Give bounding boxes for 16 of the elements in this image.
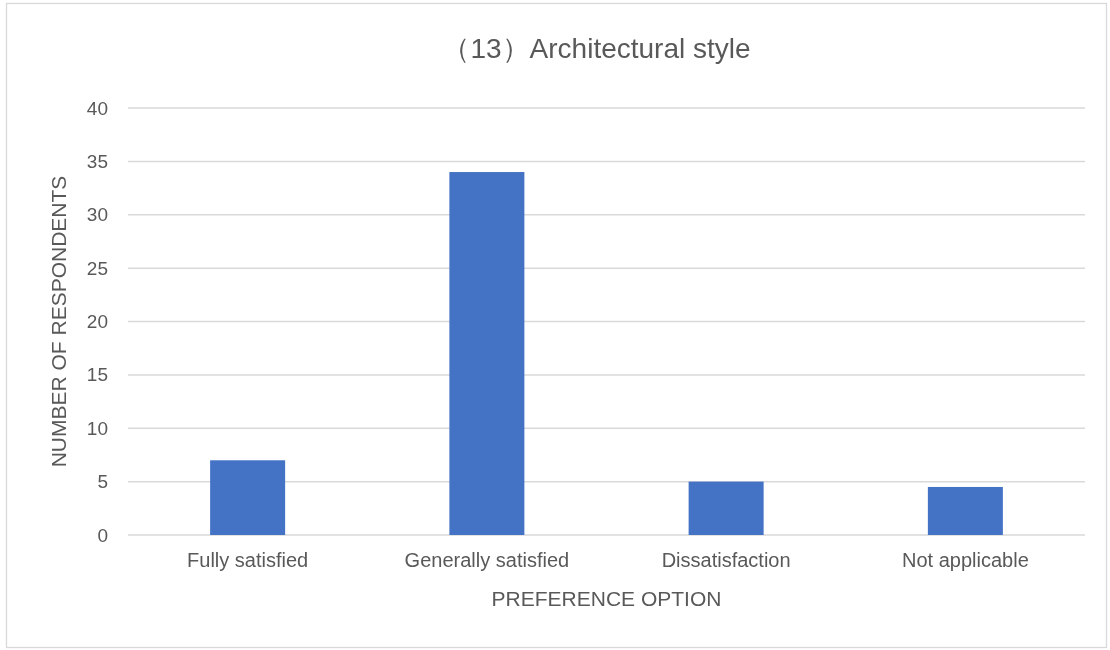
y-tick-label: 0 xyxy=(97,524,108,546)
y-tick-label: 20 xyxy=(86,311,108,332)
x-tick-label: Fully satisfied xyxy=(187,549,309,571)
x-tick-label: Not applicable xyxy=(902,549,1029,571)
y-tick-label: 25 xyxy=(86,257,108,279)
chart-title: （13）Architectural style xyxy=(442,32,751,64)
x-tick-label: Generally satisfied xyxy=(404,549,570,571)
x-tick-label: Dissatisfaction xyxy=(661,549,791,571)
x-axis-title: PREFERENCE OPTION xyxy=(491,586,722,610)
y-tick-label: 10 xyxy=(86,417,108,439)
y-tick-label: 35 xyxy=(86,150,108,172)
y-tick-label: 5 xyxy=(97,471,108,493)
y-tick-label: 30 xyxy=(86,204,108,226)
y-tick-label: 15 xyxy=(86,364,108,386)
y-tick-label: 40 xyxy=(86,97,108,119)
y-axis-title: NUMBER OF RESPONDENTS xyxy=(46,175,70,468)
